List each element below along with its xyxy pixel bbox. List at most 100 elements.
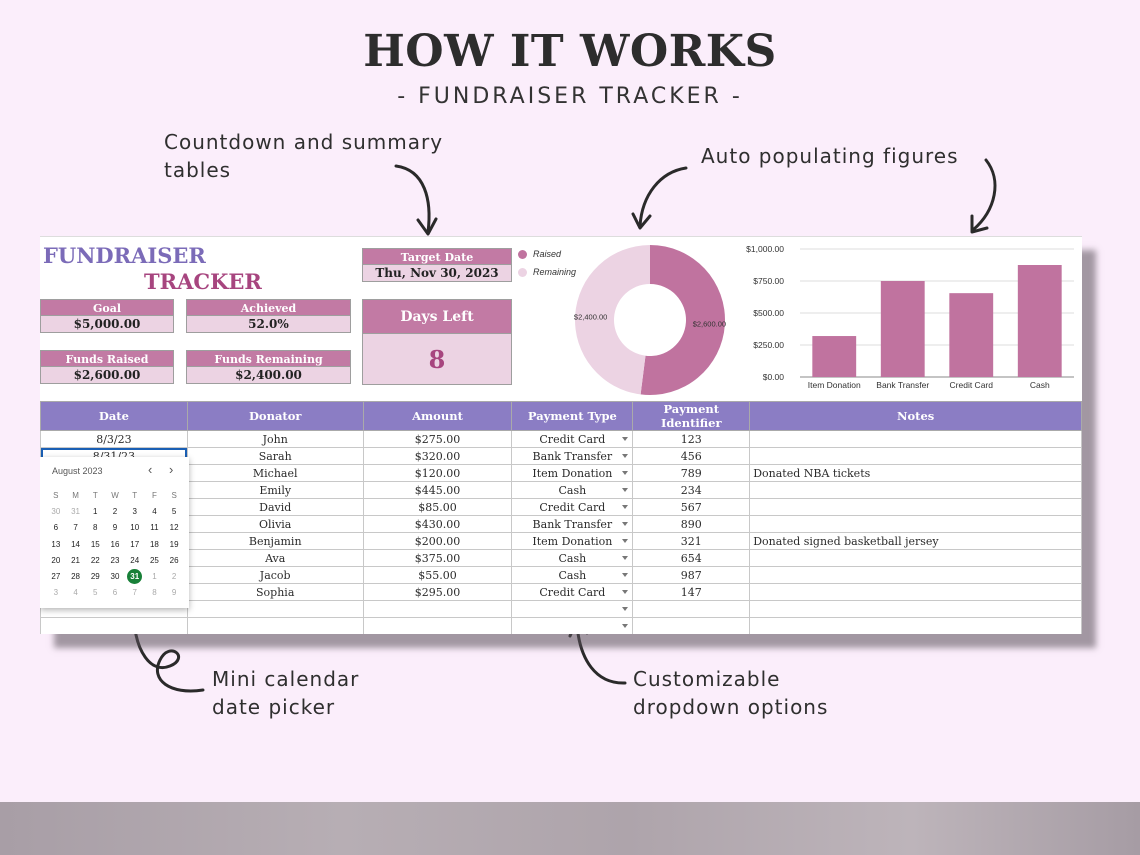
payment-id-cell[interactable]: 987 bbox=[632, 566, 751, 584]
bar-item-donation[interactable] bbox=[812, 336, 857, 377]
payment-type-dropdown[interactable]: Cash bbox=[511, 481, 634, 499]
payment-id-cell[interactable]: 321 bbox=[632, 532, 751, 550]
payment-id-cell[interactable]: 567 bbox=[632, 498, 751, 516]
dropdown-caret-icon[interactable] bbox=[622, 488, 629, 492]
dropdown-caret-icon[interactable] bbox=[622, 573, 629, 577]
column-header-donator[interactable]: Donator bbox=[186, 401, 364, 431]
notes-cell[interactable] bbox=[749, 549, 1082, 567]
payment-type-dropdown[interactable]: Credit Card bbox=[511, 430, 634, 448]
dropdown-caret-icon[interactable] bbox=[622, 522, 629, 526]
payment-id-cell[interactable]: 123 bbox=[632, 430, 751, 448]
notes-cell[interactable]: Donated signed basketball jersey bbox=[749, 532, 1082, 550]
date-cell[interactable]: 8/3/23 bbox=[40, 430, 188, 448]
notes-cell[interactable] bbox=[749, 617, 1082, 634]
amount-cell[interactable]: $200.00 bbox=[362, 532, 513, 550]
donator-cell[interactable]: Olivia bbox=[186, 515, 364, 533]
calendar-next-icon[interactable]: › bbox=[169, 462, 174, 477]
bar-bank-transfer[interactable] bbox=[880, 281, 925, 377]
column-header-payment-type[interactable]: Payment Type bbox=[511, 401, 634, 431]
payment-id-cell[interactable]: 456 bbox=[632, 447, 751, 465]
amount-cell[interactable]: $120.00 bbox=[362, 464, 513, 482]
dropdown-caret-icon[interactable] bbox=[622, 454, 629, 458]
donator-cell[interactable] bbox=[186, 617, 364, 634]
calendar-day-selected[interactable]: 31 bbox=[125, 568, 145, 585]
bar-credit-card[interactable] bbox=[949, 293, 994, 377]
days-left-value[interactable]: 8 bbox=[362, 334, 512, 385]
payment-type-dropdown[interactable]: Item Donation bbox=[511, 464, 634, 482]
calendar-day[interactable]: 23 bbox=[105, 553, 125, 569]
dropdown-caret-icon[interactable] bbox=[622, 590, 629, 594]
calendar-day[interactable]: 6 bbox=[46, 520, 66, 536]
payment-id-cell[interactable]: 654 bbox=[632, 549, 751, 567]
dropdown-caret-icon[interactable] bbox=[622, 556, 629, 560]
amount-cell[interactable]: $375.00 bbox=[362, 549, 513, 567]
dropdown-caret-icon[interactable] bbox=[622, 437, 629, 441]
calendar-day[interactable]: 20 bbox=[46, 553, 66, 569]
calendar-day[interactable]: 8 bbox=[85, 520, 105, 536]
dropdown-caret-icon[interactable] bbox=[622, 607, 629, 611]
calendar-day[interactable]: 1 bbox=[145, 569, 165, 585]
payment-id-cell[interactable] bbox=[632, 600, 751, 618]
payment-type-dropdown[interactable]: Cash bbox=[511, 566, 634, 584]
notes-cell[interactable] bbox=[749, 600, 1082, 618]
donator-cell[interactable]: Sophia bbox=[186, 583, 364, 601]
calendar-day[interactable]: 6 bbox=[105, 585, 125, 601]
calendar-day[interactable]: 13 bbox=[46, 537, 66, 553]
calendar-day[interactable]: 15 bbox=[85, 537, 105, 553]
column-header-amount[interactable]: Amount bbox=[362, 401, 513, 431]
notes-cell[interactable] bbox=[749, 481, 1082, 499]
notes-cell[interactable]: Donated NBA tickets bbox=[749, 464, 1082, 482]
calendar-day[interactable]: 2 bbox=[105, 504, 125, 520]
column-header-notes[interactable]: Notes bbox=[749, 401, 1082, 431]
date-cell[interactable] bbox=[40, 617, 188, 634]
notes-cell[interactable] bbox=[749, 447, 1082, 465]
payment-id-cell[interactable] bbox=[632, 617, 751, 634]
calendar-day[interactable]: 19 bbox=[164, 537, 184, 553]
amount-cell[interactable]: $275.00 bbox=[362, 430, 513, 448]
calendar-day[interactable]: 16 bbox=[105, 537, 125, 553]
dropdown-caret-icon[interactable] bbox=[622, 471, 629, 475]
funds-remaining-value[interactable]: $2,400.00 bbox=[186, 367, 351, 384]
calendar-day[interactable]: 17 bbox=[125, 537, 145, 553]
payment-type-dropdown[interactable]: Cash bbox=[511, 549, 634, 567]
calendar-day[interactable]: 11 bbox=[145, 520, 165, 536]
payment-id-cell[interactable]: 234 bbox=[632, 481, 751, 499]
calendar-day[interactable]: 7 bbox=[66, 520, 86, 536]
achieved-value[interactable]: 52.0% bbox=[186, 316, 351, 333]
column-header-payment-identifier[interactable]: Payment Identifier bbox=[632, 401, 751, 431]
donator-cell[interactable]: Ava bbox=[186, 549, 364, 567]
calendar-prev-icon[interactable]: ‹ bbox=[148, 462, 153, 477]
calendar-day[interactable]: 21 bbox=[66, 553, 86, 569]
calendar-day[interactable]: 27 bbox=[46, 569, 66, 585]
donator-cell[interactable]: Emily bbox=[186, 481, 364, 499]
calendar-day[interactable]: 31 bbox=[66, 504, 86, 520]
payment-type-dropdown[interactable]: Bank Transfer bbox=[511, 515, 634, 533]
calendar-day[interactable]: 25 bbox=[145, 553, 165, 569]
amount-cell[interactable]: $430.00 bbox=[362, 515, 513, 533]
donut-slice-remaining[interactable] bbox=[574, 245, 650, 395]
calendar-day[interactable]: 1 bbox=[85, 504, 105, 520]
calendar-day[interactable]: 5 bbox=[85, 585, 105, 601]
payment-type-dropdown[interactable]: Bank Transfer bbox=[511, 447, 634, 465]
payment-type-dropdown[interactable] bbox=[511, 600, 634, 618]
payment-id-cell[interactable]: 147 bbox=[632, 583, 751, 601]
bar-cash[interactable] bbox=[1017, 265, 1062, 377]
calendar-day[interactable]: 10 bbox=[125, 520, 145, 536]
calendar-day[interactable]: 3 bbox=[125, 504, 145, 520]
donator-cell[interactable]: John bbox=[186, 430, 364, 448]
calendar-day[interactable]: 8 bbox=[145, 585, 165, 601]
calendar-day[interactable]: 28 bbox=[66, 569, 86, 585]
calendar-day[interactable]: 9 bbox=[105, 520, 125, 536]
dropdown-caret-icon[interactable] bbox=[622, 624, 629, 628]
calendar-day[interactable]: 29 bbox=[85, 569, 105, 585]
donator-cell[interactable]: David bbox=[186, 498, 364, 516]
donator-cell[interactable]: Sarah bbox=[186, 447, 364, 465]
payment-id-cell[interactable]: 789 bbox=[632, 464, 751, 482]
amount-cell[interactable]: $85.00 bbox=[362, 498, 513, 516]
payment-id-cell[interactable]: 890 bbox=[632, 515, 751, 533]
calendar-day[interactable]: 4 bbox=[66, 585, 86, 601]
amount-cell[interactable] bbox=[362, 617, 513, 634]
calendar-day[interactable]: 5 bbox=[164, 504, 184, 520]
calendar-day[interactable]: 30 bbox=[105, 569, 125, 585]
amount-cell[interactable]: $295.00 bbox=[362, 583, 513, 601]
